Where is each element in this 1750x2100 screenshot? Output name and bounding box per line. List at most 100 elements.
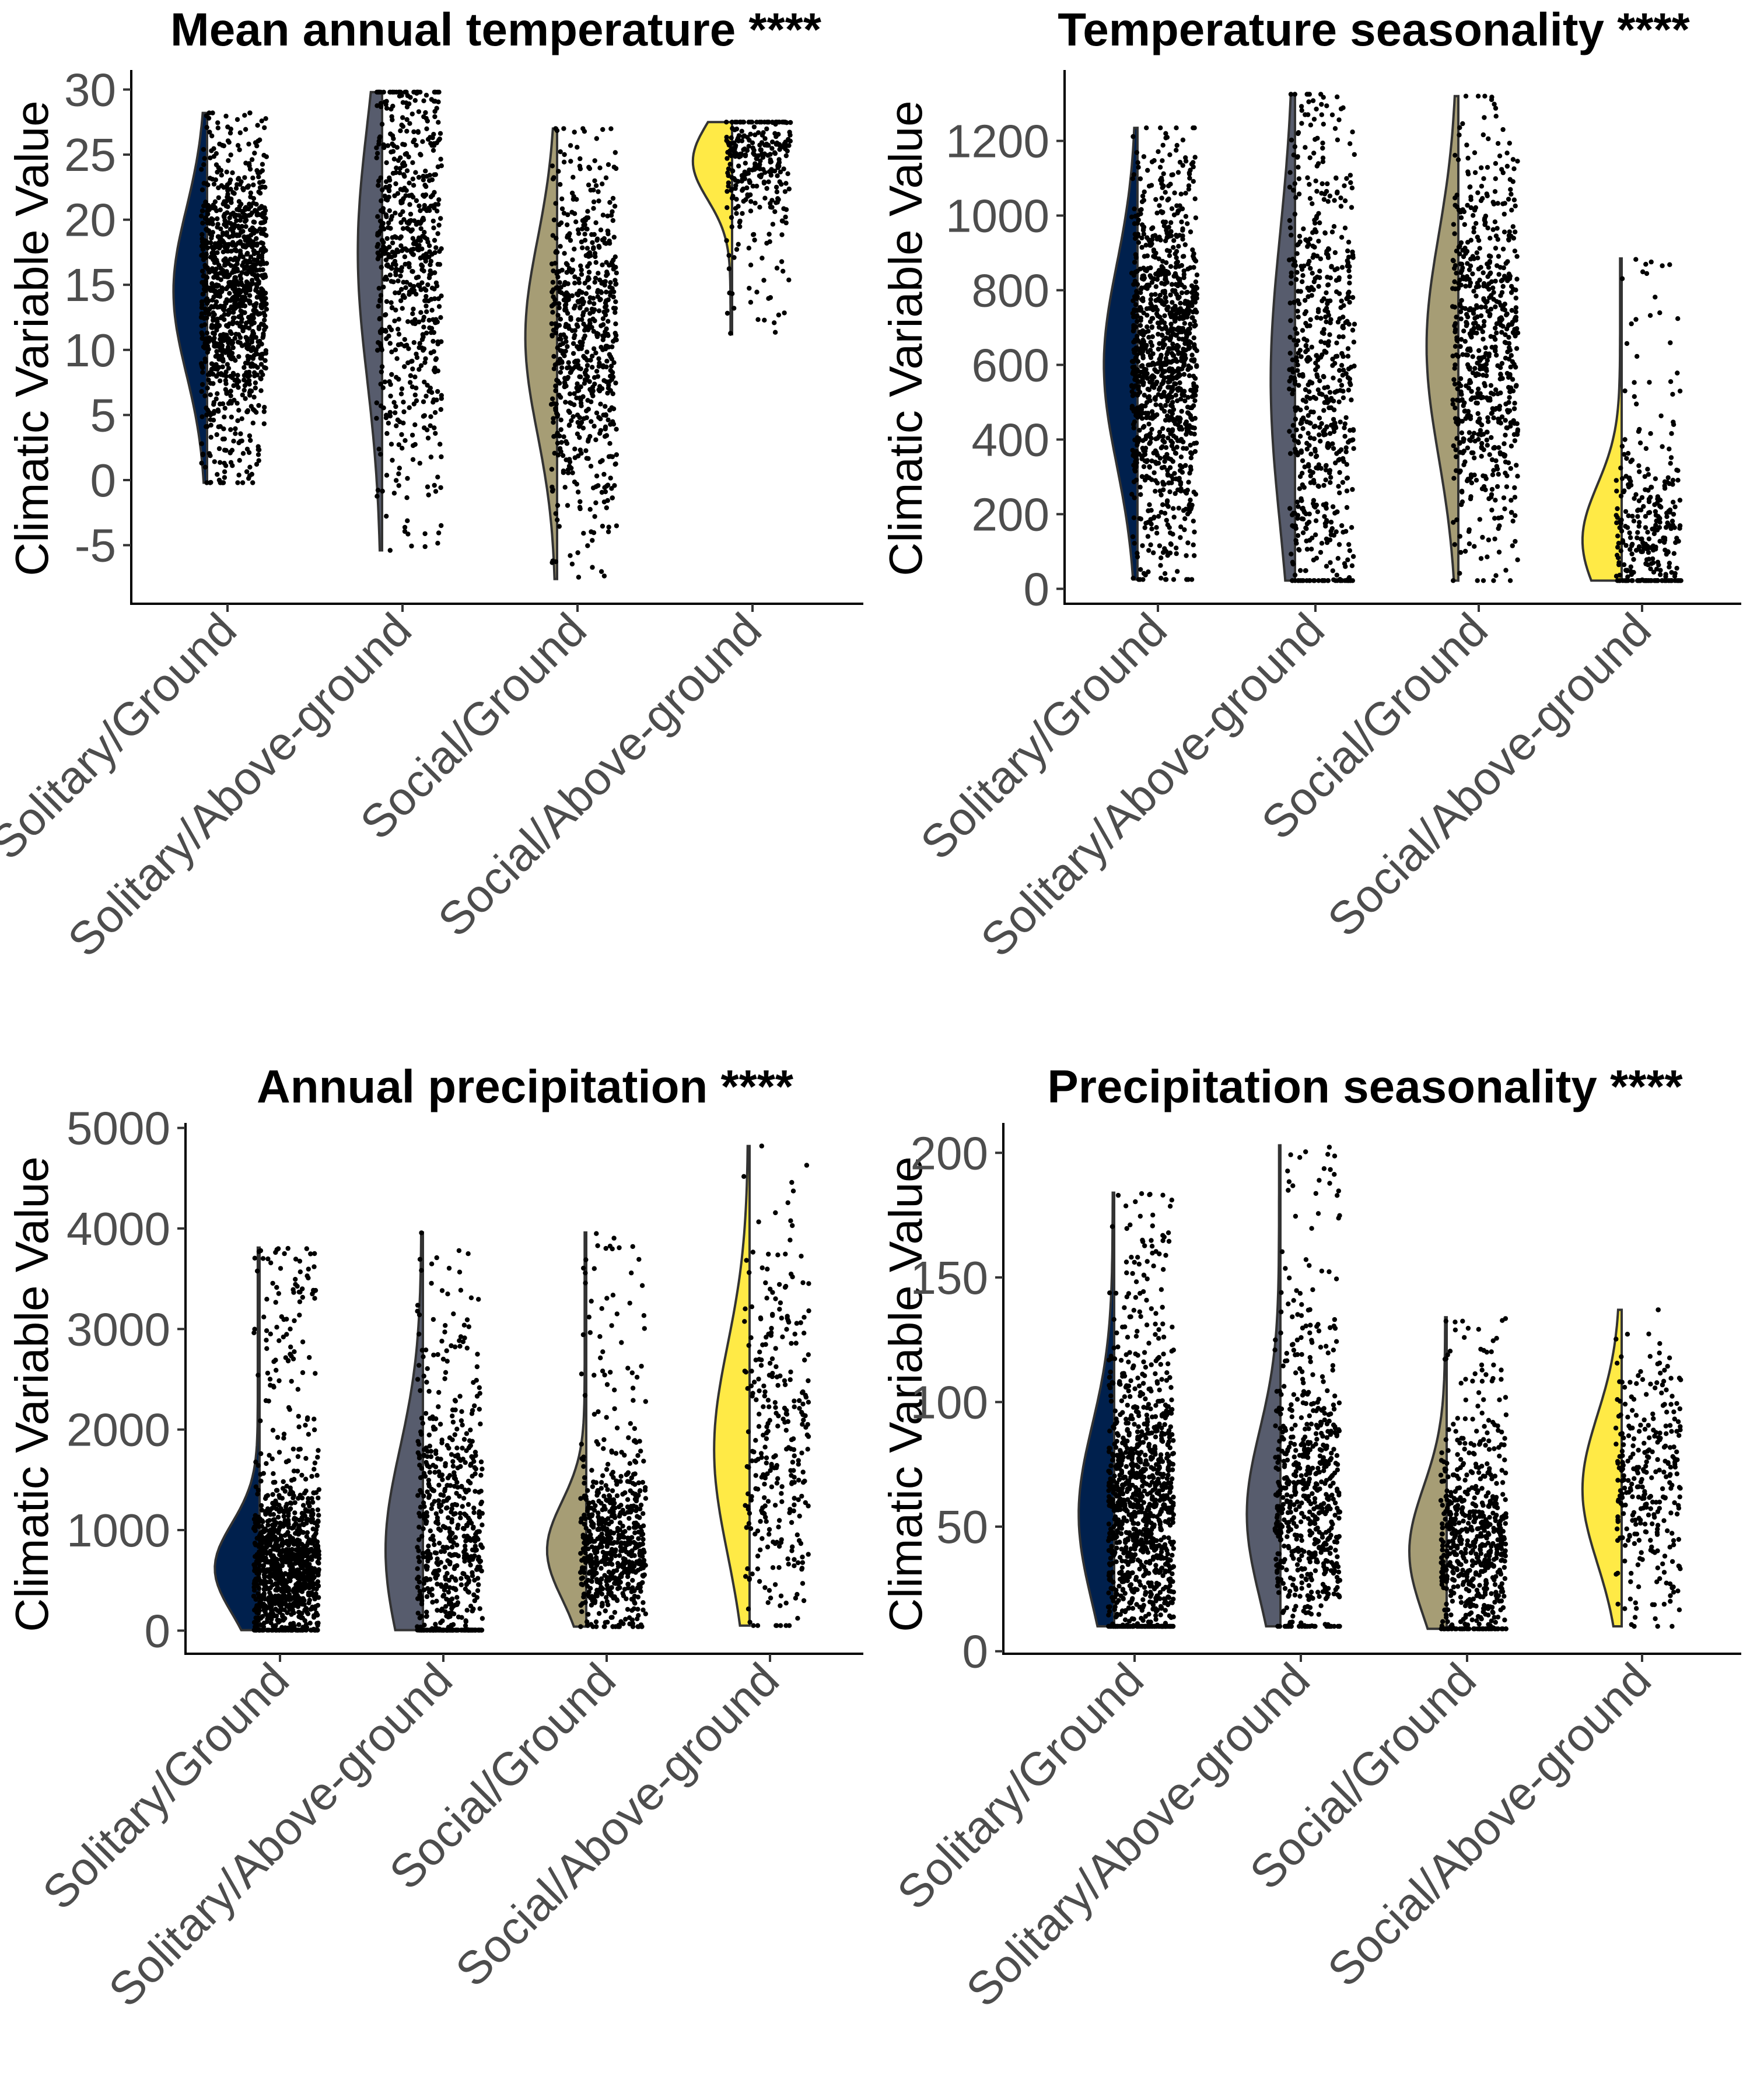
data-point <box>557 380 562 386</box>
data-point <box>222 317 227 322</box>
data-point <box>1347 281 1352 286</box>
data-point <box>592 301 597 306</box>
data-point <box>585 543 590 548</box>
data-point <box>553 383 558 388</box>
data-point <box>1307 511 1312 517</box>
data-point <box>207 176 213 181</box>
data-point <box>726 253 732 258</box>
data-point <box>253 335 258 340</box>
data-point <box>383 328 388 333</box>
data-point <box>246 378 252 383</box>
data-point <box>1167 233 1172 239</box>
data-point <box>1479 165 1484 170</box>
data-point <box>397 267 402 273</box>
data-point <box>230 170 235 176</box>
data-point <box>199 253 204 258</box>
data-point <box>1463 93 1469 99</box>
data-point <box>1188 415 1194 421</box>
data-point <box>592 158 597 163</box>
data-point <box>550 176 556 181</box>
data-point <box>589 325 594 330</box>
data-point <box>258 248 264 253</box>
data-point <box>743 152 748 158</box>
data-point <box>1496 254 1502 259</box>
data-point <box>223 373 229 379</box>
data-point <box>1452 382 1458 387</box>
data-point <box>246 342 252 347</box>
data-point <box>254 236 259 242</box>
data-point <box>438 485 443 491</box>
data-point <box>758 148 764 153</box>
data-point <box>605 482 611 488</box>
data-point <box>1188 443 1193 448</box>
data-point <box>764 126 769 132</box>
data-point <box>610 218 616 223</box>
data-point <box>1349 205 1354 210</box>
data-point <box>1131 323 1136 328</box>
data-point <box>399 386 405 391</box>
data-point <box>564 339 569 344</box>
data-point <box>1458 344 1463 349</box>
data-point <box>1296 440 1301 446</box>
data-point <box>1344 462 1349 467</box>
data-point <box>760 132 765 138</box>
data-point <box>775 132 780 138</box>
data-point <box>235 480 240 485</box>
data-point <box>754 156 760 162</box>
data-point <box>611 235 617 240</box>
data-point <box>1329 112 1335 118</box>
data-point <box>730 195 735 201</box>
data-point <box>788 120 793 125</box>
data-point <box>260 267 265 272</box>
data-point <box>596 244 602 250</box>
data-point <box>390 89 396 95</box>
data-point <box>202 322 208 327</box>
data-point <box>435 202 441 207</box>
data-point <box>593 220 598 225</box>
data-point <box>1145 167 1150 173</box>
data-point <box>1332 198 1337 203</box>
data-point <box>1294 358 1300 364</box>
data-point <box>439 396 444 401</box>
data-point <box>603 426 608 432</box>
data-point <box>1133 252 1139 257</box>
data-point <box>1129 214 1135 220</box>
data-point <box>1162 459 1167 464</box>
data-point <box>208 155 213 160</box>
data-point <box>1166 379 1171 385</box>
data-point <box>1168 530 1173 536</box>
data-point <box>578 397 583 402</box>
data-point <box>1340 395 1346 401</box>
data-point <box>1315 161 1321 166</box>
data-point <box>414 386 419 391</box>
data-point <box>585 215 591 220</box>
data-point <box>1163 577 1169 582</box>
data-point <box>421 348 426 353</box>
data-point <box>1340 530 1346 535</box>
data-point <box>559 206 565 212</box>
data-point <box>605 390 610 396</box>
data-point <box>410 311 415 316</box>
data-point <box>1174 203 1180 208</box>
data-point <box>1177 372 1183 378</box>
data-point <box>1322 230 1328 236</box>
data-point <box>1307 236 1312 242</box>
data-point <box>228 449 233 454</box>
data-point <box>570 414 576 419</box>
data-point <box>1187 326 1193 331</box>
data-point <box>229 296 235 302</box>
data-point <box>399 286 404 292</box>
data-point <box>608 373 613 379</box>
data-point <box>410 160 415 165</box>
data-point <box>432 270 438 275</box>
data-point <box>565 222 570 228</box>
data-point <box>379 265 384 270</box>
data-point <box>774 120 780 125</box>
data-point <box>1299 420 1304 425</box>
data-point <box>550 560 555 565</box>
data-point <box>1325 282 1331 288</box>
data-point <box>220 364 225 370</box>
data-point <box>1191 125 1196 131</box>
data-point <box>1308 421 1313 426</box>
data-point <box>590 384 596 390</box>
